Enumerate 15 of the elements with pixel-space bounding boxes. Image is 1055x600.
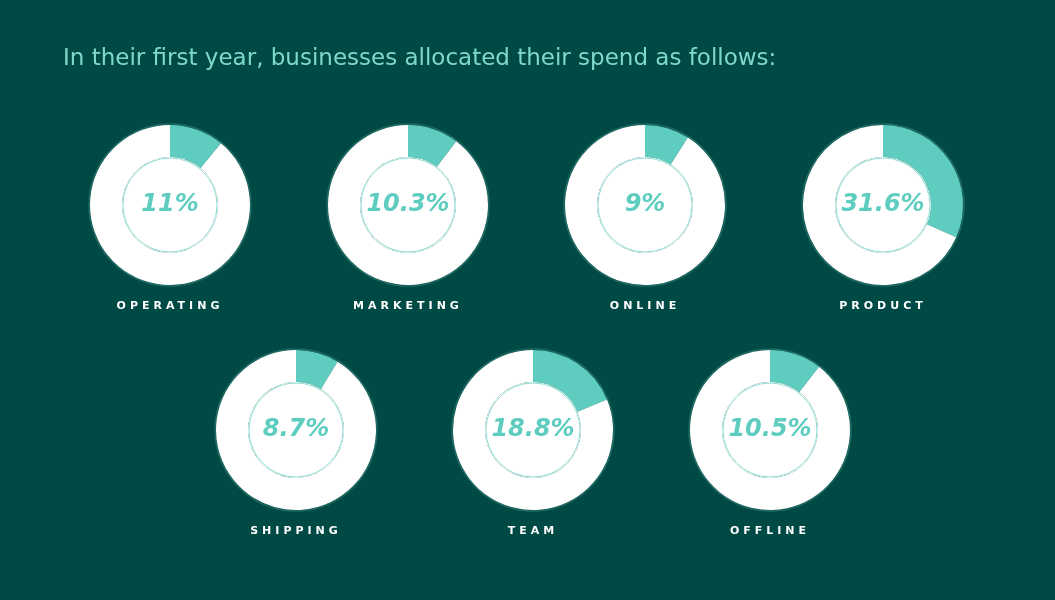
text: OPERATING [115,299,225,312]
data-label: 10.5% [728,414,812,443]
text: MARKETING [352,299,464,312]
data-label: 10.3% [366,189,450,218]
text: ONLINE [608,299,682,312]
data-label: 8.7% [262,414,330,443]
text: In their first year, businesses allocated their spend as follows: [63,44,777,70]
text: PRODUCT [838,299,928,312]
text: SHIPPING [249,524,343,537]
data-label: 31.6% [841,189,925,218]
text: OFFLINE [728,524,812,537]
data-label: 9% [624,189,666,218]
text: TEAM [506,524,560,537]
data-label: 18.8% [491,414,575,443]
data-label: 11% [141,189,199,218]
